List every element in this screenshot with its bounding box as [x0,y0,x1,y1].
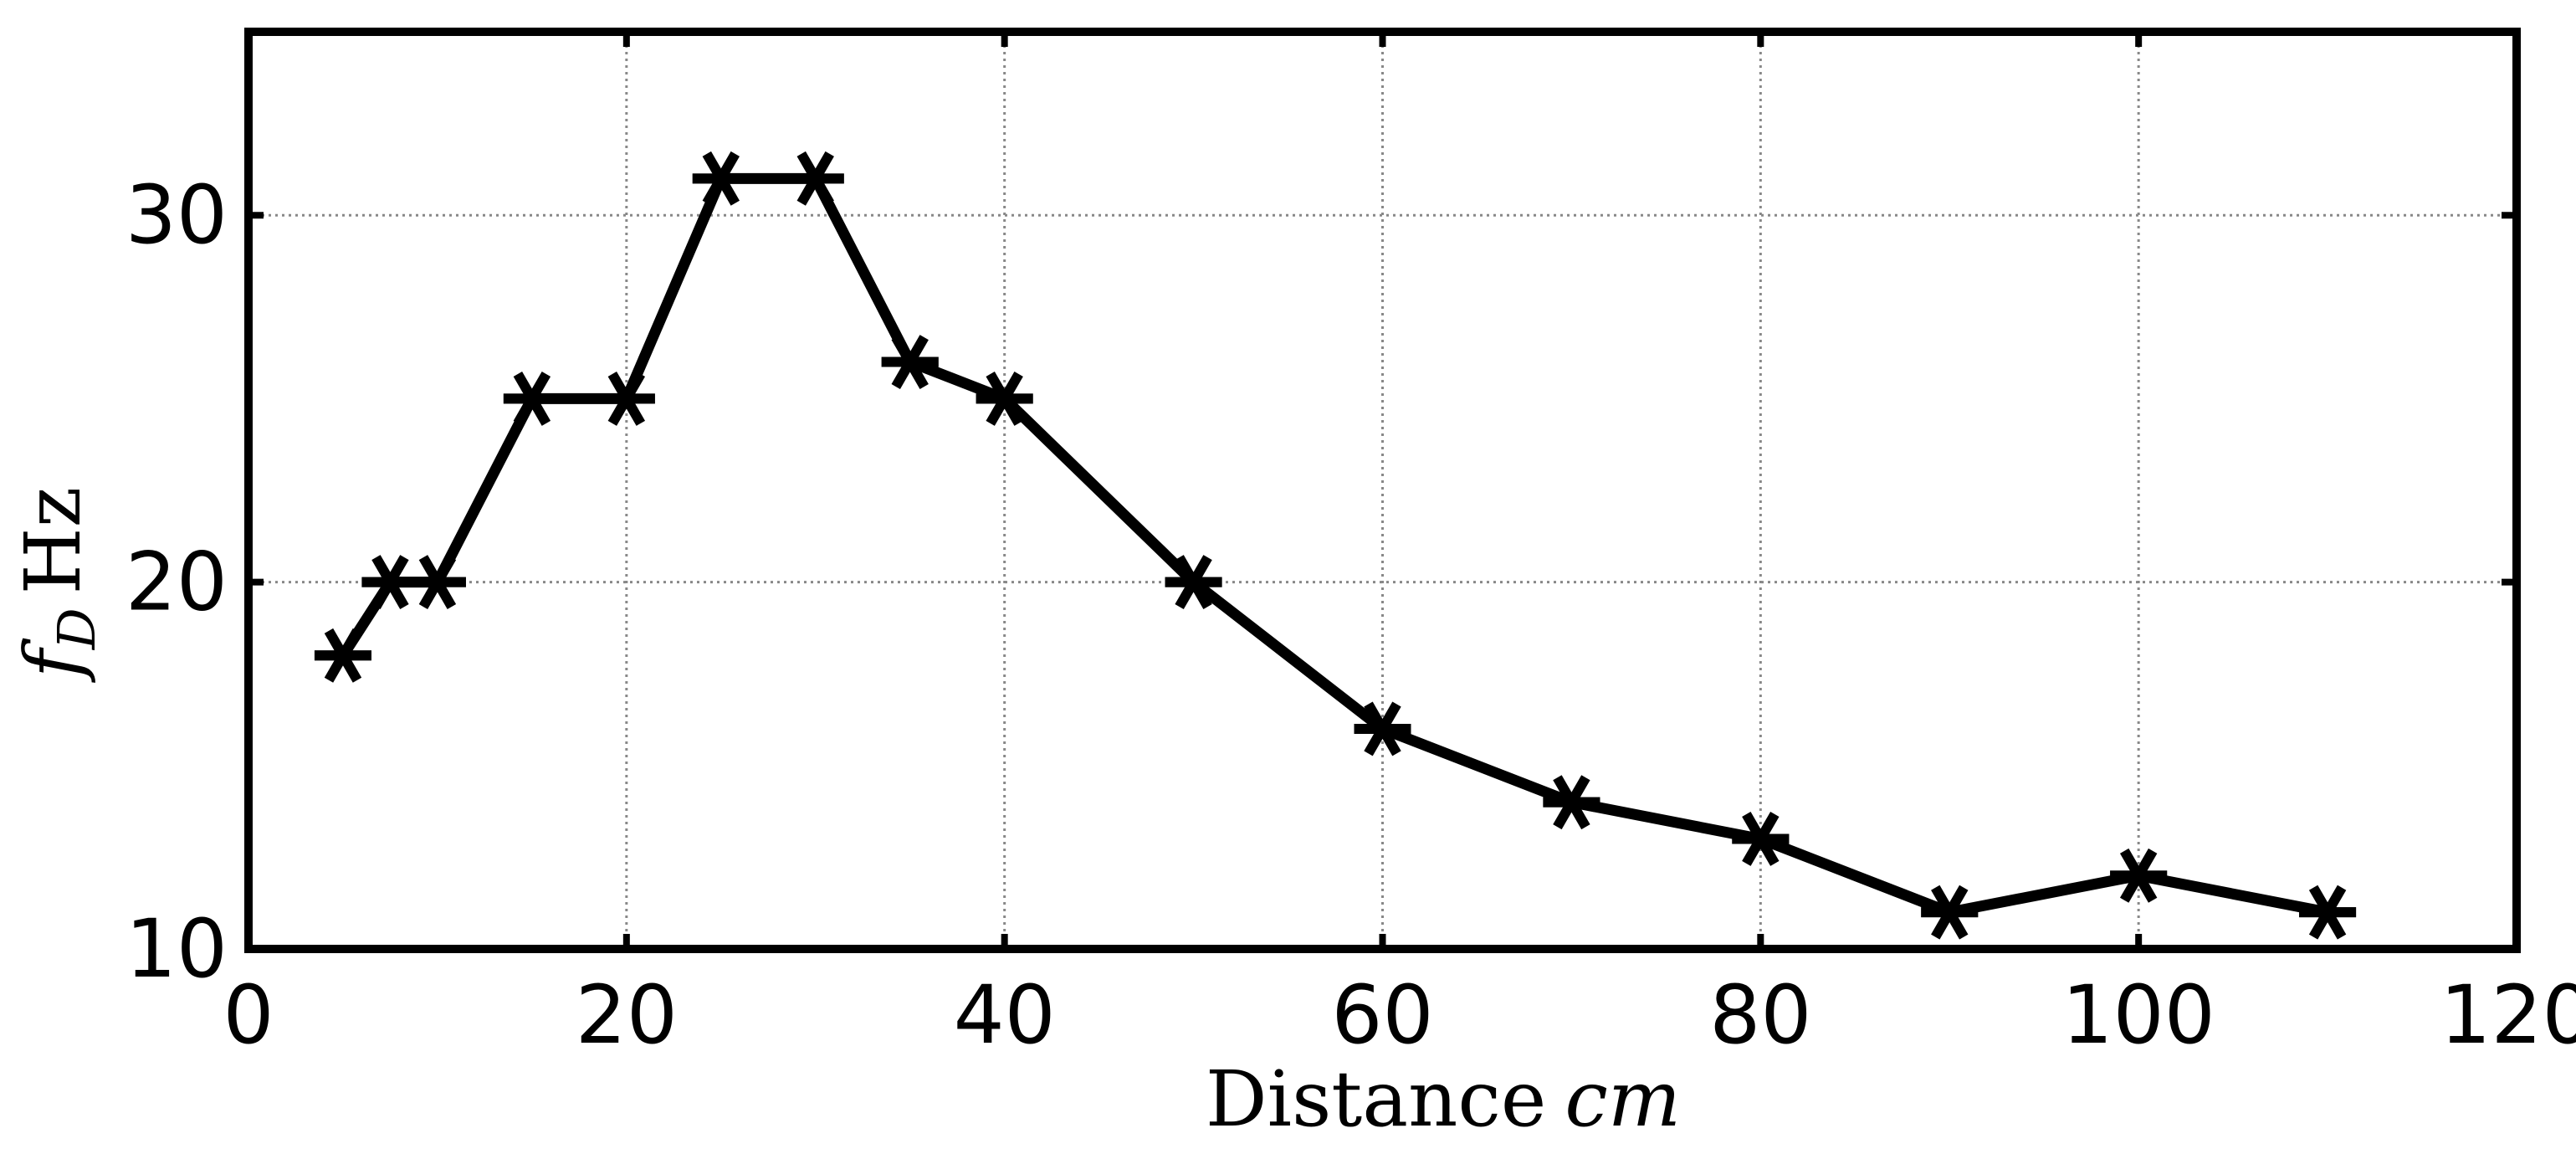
series-line [338,172,2329,918]
data-point-marker [1354,701,1411,756]
y-axis-label: fDHz [8,487,107,683]
data-point-marker [314,628,371,683]
x-axis-label: Distance cm [1206,1054,1681,1144]
y-axis-label-unit: Hz [8,487,98,595]
data-point-marker [1921,885,1979,940]
data-point-marker [408,555,466,610]
x-axis-label-text: Distance [1206,1054,1546,1144]
y-axis-label-subscript: D [46,608,107,650]
x-tick-label: 100 [2062,968,2215,1062]
grid-lines [248,32,2517,949]
data-point-marker [597,371,655,426]
y-tick-label: 20 [125,536,228,629]
data-point-marker [503,371,561,426]
data-point-marker [1165,555,1222,610]
series-fD [314,151,2357,940]
data-point-marker [2299,885,2357,940]
x-tick-label: 40 [954,968,1056,1062]
data-point-marker [1543,775,1600,830]
data-point-marker [692,151,750,206]
data-point-marker [2110,848,2168,903]
x-axis-label-unit: cm [1565,1054,1681,1144]
y-tick-label: 10 [125,902,228,996]
data-point-marker [1732,812,1790,866]
x-tick-label: 0 [223,968,274,1062]
data-point-marker [976,371,1033,426]
data-point-marker [786,151,844,206]
x-tick-label: 80 [1709,968,1811,1062]
x-tick-label: 20 [576,968,678,1062]
x-tick-label: 120 [2440,968,2576,1062]
data-point-marker [881,335,939,390]
y-tick-label: 30 [125,168,228,262]
plot-frame [244,28,2521,953]
x-tick-label: 60 [1331,968,1433,1062]
axis-ticks: 0 20 40 60 80 100 120 10 20 30 [125,32,2576,1062]
